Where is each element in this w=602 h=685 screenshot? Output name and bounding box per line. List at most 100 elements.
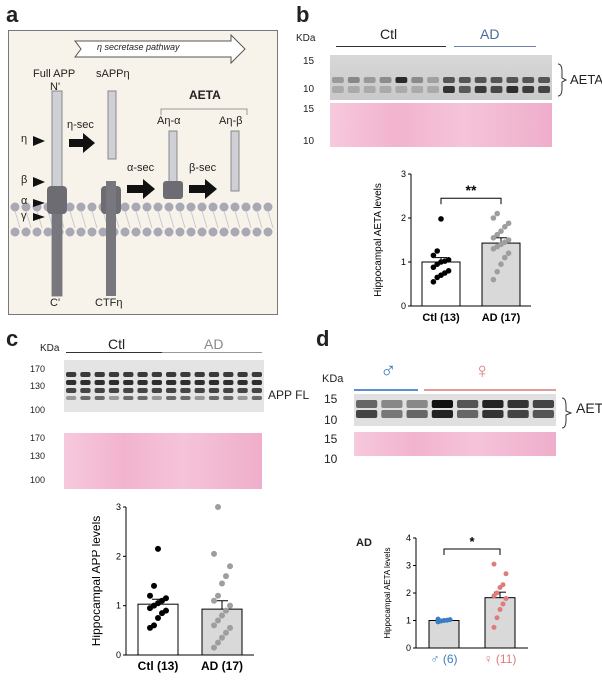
blot-band	[108, 388, 120, 393]
chart-b-aeta-levels: 0 1 2 3 Hippocampal AETA levels Ctl (13) AD (1…	[373, 169, 531, 324]
data-point	[503, 596, 509, 601]
app-western-blot-c	[64, 360, 264, 412]
data-point	[490, 235, 497, 241]
blot-band	[522, 86, 535, 93]
blot-band	[223, 388, 234, 393]
ctl-group-line-c	[66, 352, 162, 353]
kda-label-d: KDa	[322, 373, 344, 385]
blot-band	[381, 410, 403, 418]
blot-band	[123, 380, 134, 385]
membrane-lipid-tail	[256, 210, 263, 229]
blot-band	[108, 396, 120, 400]
blot-band	[80, 396, 91, 400]
y-tick-label: 2	[116, 551, 121, 561]
data-point	[211, 597, 217, 604]
y-tick-label: 0	[406, 643, 411, 653]
blot-band	[123, 396, 134, 400]
blot-band	[180, 372, 191, 377]
mw-c-130: 130	[30, 381, 46, 391]
membrane-lipid-head	[164, 227, 174, 237]
membrane-lipid-tail	[168, 210, 175, 229]
ctl-group-line-b	[336, 46, 446, 47]
blot-band	[151, 372, 162, 377]
blot-band	[194, 396, 205, 400]
blot-band	[458, 86, 471, 93]
panel-a-letter: a	[6, 2, 19, 27]
data-point	[155, 545, 161, 552]
blot-band	[395, 77, 408, 83]
mw-d-15: 15	[324, 392, 338, 406]
category-label: Ctl (13)	[422, 312, 460, 324]
blot-band	[406, 410, 428, 418]
category-label: AD (17)	[201, 659, 243, 673]
y-tick-label: 0	[401, 301, 406, 311]
blot-band	[251, 380, 262, 385]
blot-band	[237, 388, 248, 393]
blot-band	[80, 388, 91, 393]
membrane-lipid-head	[87, 202, 97, 212]
blot-band	[332, 77, 344, 83]
mw-c-170: 170	[30, 364, 46, 374]
data-point	[502, 254, 508, 261]
membrane-lipid-head	[219, 202, 229, 212]
membrane-lipid-tail	[245, 210, 252, 229]
blot-band	[406, 400, 428, 408]
data-point	[223, 607, 229, 614]
blot-band	[458, 77, 471, 83]
mw-d-10: 10	[324, 413, 338, 427]
blot-band	[94, 380, 105, 385]
full-app-ctf	[52, 211, 62, 296]
membrane-lipid-tail	[201, 210, 208, 229]
site-alpha-label: α	[21, 195, 28, 207]
band-label-b: AETA	[570, 72, 602, 87]
y-axis-label: Hippocampal AETA levels	[373, 183, 384, 297]
y-axis-label: Hippocampal APP levels	[92, 516, 103, 647]
ad-tag-d: AD	[356, 537, 372, 549]
blot-band	[237, 396, 248, 400]
data-point	[494, 615, 500, 621]
membrane-lipid-head	[175, 227, 185, 237]
blot-band	[223, 396, 234, 400]
membrane-lipid-tail	[234, 210, 241, 229]
blot-band	[151, 380, 162, 385]
data-point	[211, 644, 217, 651]
site-gamma-label: γ	[21, 210, 27, 222]
membrane-lipid-head	[65, 202, 75, 212]
data-point	[498, 228, 504, 234]
blot-band	[490, 77, 503, 83]
mw-c-100-bottom: 100	[30, 475, 46, 485]
blot-band	[506, 86, 519, 93]
membrane-lipid-head	[120, 227, 130, 237]
chart-c-app-levels: 0 1 2 3 Hippocampal APP levels Ctl (13) AD (17…	[92, 502, 254, 673]
blot-band	[532, 410, 554, 418]
blot-band	[123, 388, 134, 393]
category-label: AD (17)	[482, 312, 521, 324]
blot-band	[251, 372, 262, 377]
site-beta-label: β	[21, 174, 28, 186]
pathway-arrow	[74, 33, 246, 65]
blot-band	[507, 400, 529, 408]
blot-band	[427, 77, 439, 83]
membrane-lipid-tail	[124, 210, 131, 229]
group-ctl-c: Ctl	[108, 336, 126, 352]
membrane-lipid-head	[65, 227, 75, 237]
y-tick-label: 1	[401, 257, 406, 267]
blot-band	[94, 372, 105, 377]
data-point	[215, 504, 221, 510]
membrane-lipid-head	[10, 202, 20, 212]
gamma-site-marker	[33, 213, 45, 221]
blot-band	[137, 372, 148, 377]
data-point	[219, 580, 225, 587]
blot-band	[137, 380, 148, 385]
membrane-lipid-tail	[135, 210, 142, 229]
group-ad-b: AD	[480, 26, 500, 42]
blot-band	[506, 77, 519, 83]
ctfeta-stem	[106, 181, 116, 296]
membrane-lipid-head	[241, 202, 251, 212]
data-point	[505, 250, 512, 256]
data-point	[155, 615, 161, 621]
blot-band	[356, 400, 378, 408]
sappeta-stem	[107, 90, 117, 160]
blot-band	[411, 77, 424, 83]
data-point	[445, 257, 452, 263]
